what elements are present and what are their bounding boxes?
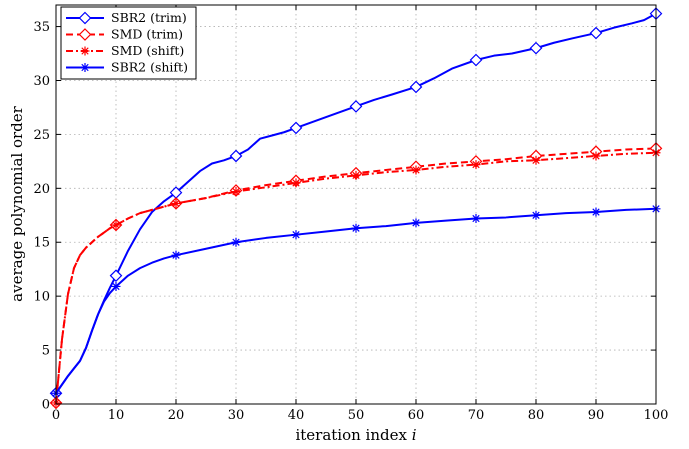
data-point-marker <box>231 187 241 197</box>
x-axis-label-variable: i <box>412 426 417 444</box>
data-point-marker <box>531 155 541 165</box>
y-tick-label: 0 <box>42 398 50 413</box>
x-tick-label: 90 <box>588 408 605 423</box>
data-point-marker <box>471 214 481 224</box>
legend-entry-label: SMD (trim) <box>111 27 183 42</box>
legend: SBR2 (trim) SMD (trim)SMD (shift) SBR2 (sh… <box>60 6 197 80</box>
legend-marker <box>80 46 90 56</box>
legend-marker <box>78 28 92 41</box>
data-point-marker <box>291 178 301 188</box>
y-tick-label: 20 <box>33 182 50 197</box>
data-point-marker <box>591 151 601 161</box>
x-tick-label: 0 <box>52 408 60 423</box>
data-point-marker <box>349 100 363 113</box>
x-tick-label: 70 <box>468 408 485 423</box>
series-line <box>55 151 657 404</box>
data-point-marker <box>409 80 423 94</box>
axis-ticks <box>55 5 657 405</box>
series-line <box>55 207 657 394</box>
data-point-marker <box>351 170 361 180</box>
data-point-marker <box>591 207 601 217</box>
plot-series <box>49 7 663 410</box>
x-tick-label: 20 <box>168 408 185 423</box>
data-point-marker <box>111 220 121 230</box>
y-tick-label: 25 <box>33 128 50 143</box>
x-tick-label: 50 <box>348 408 365 423</box>
y-tick-label: 10 <box>33 290 50 305</box>
x-tick-label: 40 <box>288 408 305 423</box>
data-point-marker <box>109 269 123 283</box>
data-point-marker <box>351 223 361 233</box>
data-point-marker <box>111 281 121 291</box>
legend-marker <box>78 11 92 25</box>
y-tick-label: 15 <box>33 236 50 251</box>
data-point-marker <box>531 210 541 220</box>
x-tick-label: 100 <box>644 408 669 423</box>
series-line <box>55 147 657 404</box>
data-point-marker <box>231 237 241 247</box>
data-point-marker <box>589 26 603 40</box>
data-point-marker <box>171 250 181 260</box>
x-tick-label: 10 <box>108 408 125 423</box>
y-tick-label: 30 <box>33 74 50 89</box>
data-point-marker <box>411 218 421 228</box>
data-point-marker <box>411 165 421 175</box>
data-point-marker <box>171 198 181 208</box>
y-tick-label: 35 <box>33 20 50 35</box>
legend-marker <box>80 63 90 72</box>
legend-entry-label: SMD (shift) <box>111 43 184 58</box>
y-tick-label: 5 <box>42 344 50 359</box>
axis-tick-labels: 0 10 20 30 40 50 60 70 80 90 100 0 5 10 15 20 25 30 35 <box>33 20 668 423</box>
legend-entry-label: SBR2 (trim) <box>111 10 187 25</box>
data-point-marker <box>289 121 303 135</box>
x-axis-label-text: iteration index <box>295 426 407 444</box>
legend-entry-label: SBR2 (shift) <box>111 60 188 75</box>
x-tick-label: 30 <box>228 408 245 423</box>
data-point-marker <box>529 41 543 55</box>
y-axis-label: average polynomial order <box>8 105 26 301</box>
data-point-marker <box>291 230 301 240</box>
data-point-marker <box>471 160 481 170</box>
x-tick-label: 80 <box>528 408 545 423</box>
data-point-marker <box>229 149 243 163</box>
x-axis-label: iteration index i <box>295 426 416 444</box>
data-point-marker <box>469 53 483 67</box>
x-tick-label: 60 <box>408 408 425 423</box>
